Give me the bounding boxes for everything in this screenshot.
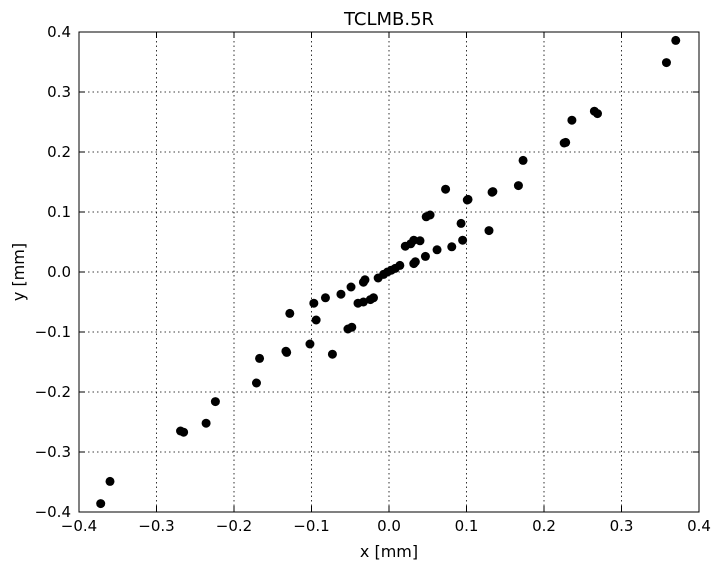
y-tick-label: −0.2 — [35, 383, 71, 401]
data-point — [456, 218, 466, 228]
ticks — [78, 31, 700, 513]
data-point — [458, 235, 468, 245]
data-point — [346, 282, 356, 292]
y-tick-label: 0.1 — [47, 203, 71, 221]
data-point — [179, 427, 189, 437]
data-point — [255, 353, 265, 363]
data-point — [336, 289, 346, 299]
x-tick-label: −0.2 — [216, 517, 252, 535]
data-point — [420, 251, 430, 261]
data-point — [592, 109, 602, 119]
x-tick-label: 0.1 — [455, 517, 479, 535]
data-point — [282, 347, 292, 357]
y-tick-label: −0.1 — [35, 323, 71, 341]
x-tick-label: −0.3 — [138, 517, 174, 535]
data-point — [488, 187, 498, 197]
y-tick-label: 0.0 — [47, 263, 71, 281]
x-tick-label: 0.2 — [532, 517, 556, 535]
data-point — [210, 397, 220, 407]
data-point — [661, 58, 671, 68]
data-point — [201, 418, 211, 428]
data-point — [441, 184, 451, 194]
data-point — [251, 378, 261, 388]
y-tick-label: −0.3 — [35, 443, 71, 461]
data-point — [425, 210, 435, 220]
data-point — [358, 297, 368, 307]
x-tick-label: 0.4 — [687, 517, 711, 535]
data-points — [96, 35, 681, 509]
data-point — [484, 226, 494, 236]
x-tick-label: −0.4 — [61, 517, 97, 535]
data-point — [369, 293, 378, 303]
data-point — [447, 242, 457, 252]
data-point — [327, 349, 337, 359]
y-axis-title: y [mm] — [9, 243, 28, 301]
tick-labels: −0.4 −0.3 −0.2 −0.1 0.0 0.1 0.2 0.3 0.4 −0.4 −0.3 −… — [35, 23, 711, 535]
chart-title: TCLMB.5R — [343, 9, 434, 30]
data-point — [567, 115, 577, 125]
x-tick-label: 0.0 — [377, 517, 401, 535]
data-point — [415, 236, 425, 246]
data-point — [395, 260, 405, 270]
data-point — [347, 322, 357, 332]
x-tick-label: 0.3 — [610, 517, 634, 535]
data-point — [671, 35, 681, 45]
data-point — [305, 339, 315, 349]
x-tick-label: −0.1 — [293, 517, 329, 535]
data-point — [518, 155, 528, 165]
data-point — [96, 499, 106, 509]
y-tick-label: 0.4 — [47, 23, 71, 41]
data-point — [360, 275, 370, 285]
y-tick-label: 0.3 — [47, 83, 71, 101]
data-point — [285, 308, 295, 318]
data-point — [432, 245, 442, 255]
data-point — [320, 293, 330, 303]
y-tick-label: 0.2 — [47, 143, 71, 161]
data-point — [513, 181, 523, 191]
data-point — [309, 298, 319, 308]
x-axis-title: x [mm] — [360, 542, 418, 561]
data-point — [311, 315, 321, 325]
y-tick-label: −0.4 — [35, 503, 71, 521]
data-point — [105, 476, 115, 486]
data-point — [561, 137, 571, 147]
data-point — [463, 194, 473, 204]
data-point — [410, 257, 420, 267]
